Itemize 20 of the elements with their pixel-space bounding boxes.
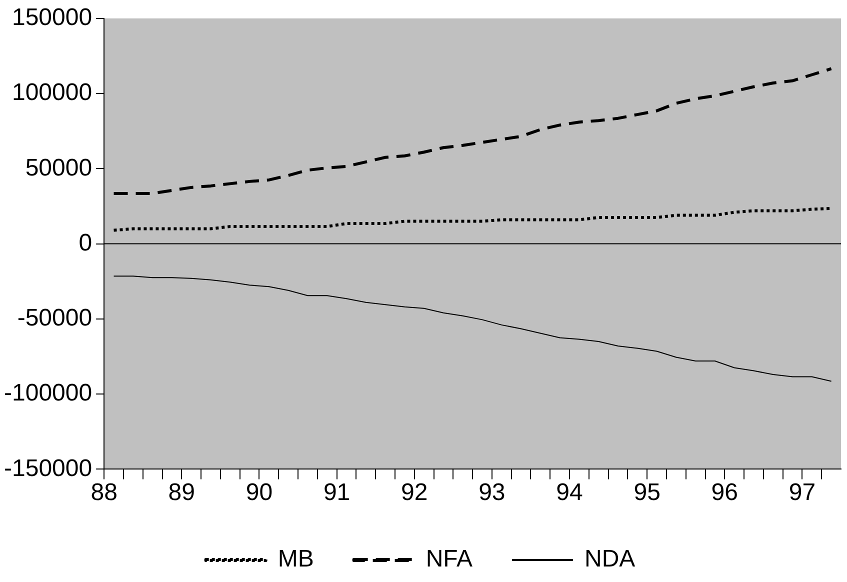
y-tick-label: 50000: [25, 154, 92, 182]
x-tick-label: 92: [401, 479, 428, 506]
x-tick-label: 95: [634, 479, 660, 506]
legend-label: NFA: [426, 546, 473, 573]
y-tick-label: -50000: [17, 304, 92, 332]
x-tick-label: 94: [556, 479, 583, 506]
x-tick-label: 89: [168, 479, 195, 506]
legend-label: NDA: [584, 546, 636, 573]
x-tick-label: 91: [323, 479, 350, 506]
y-tick-label: -100000: [4, 380, 92, 407]
y-tick-label: 100000: [12, 79, 92, 106]
legend-label: MB: [278, 546, 314, 573]
x-tick-label: 96: [711, 479, 738, 506]
y-tick-label: -150000: [4, 454, 92, 482]
x-tick-label: 97: [788, 479, 816, 506]
x-tick-label: 88: [90, 479, 118, 506]
x-tick-label: 90: [246, 479, 273, 506]
x-tick-label: 93: [478, 479, 506, 506]
y-tick-label: 150000: [12, 4, 92, 32]
y-tick-label: 0: [78, 229, 92, 256]
